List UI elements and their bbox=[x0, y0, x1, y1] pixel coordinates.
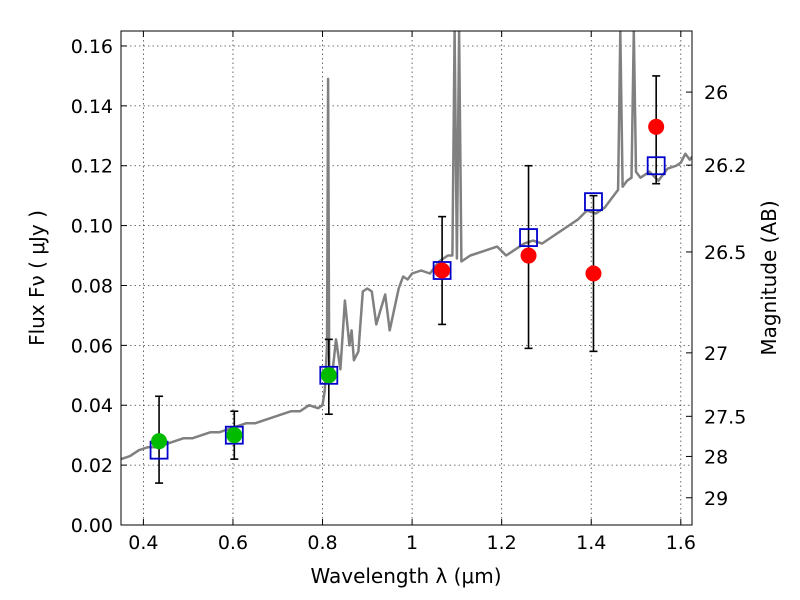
x-tick-label: 0.6 bbox=[218, 532, 248, 554]
y-tick-label: 0.02 bbox=[71, 455, 113, 477]
model-point bbox=[319, 365, 339, 385]
magnitude-tick-label: 26 bbox=[704, 82, 728, 104]
y-tick-label: 0.04 bbox=[71, 395, 113, 417]
x-tick-label: 0.8 bbox=[307, 532, 337, 554]
y-tick-label: 0.00 bbox=[71, 515, 113, 537]
magnitude-tick-label: 26.5 bbox=[704, 242, 746, 264]
magnitude-tick-label: 26.2 bbox=[704, 155, 746, 177]
x-tick-label: 1.4 bbox=[576, 532, 606, 554]
model-point bbox=[224, 425, 244, 445]
magnitude-tick-label: 27 bbox=[704, 343, 728, 365]
model-point bbox=[432, 261, 452, 280]
y-tick-label: 0.10 bbox=[71, 216, 113, 238]
magnitude-axis-title: Magnitude (AB) bbox=[757, 200, 781, 355]
y-tick-label: 0.14 bbox=[71, 96, 113, 118]
model-points bbox=[149, 156, 666, 460]
spectrum-series bbox=[121, 31, 692, 461]
model-point bbox=[519, 228, 538, 247]
x-axis-ticks: 0.4 0.6 0.8 1 1.2 1.4 1.6 bbox=[128, 31, 696, 554]
y-tick-label: 0.08 bbox=[71, 275, 113, 297]
x-tick-label: 1.6 bbox=[666, 532, 696, 554]
y-axis-title: Flux Fν ( μJy ) bbox=[25, 210, 49, 346]
model-point bbox=[584, 192, 603, 212]
observed-points bbox=[151, 118, 665, 450]
y-axis-ticks: 0.00 0.02 0.04 0.06 0.08 0.10 0.12 0.14 0.16 bbox=[71, 36, 127, 537]
optical-data-point bbox=[151, 433, 168, 450]
optical-data-point bbox=[320, 367, 337, 384]
nir-data-point bbox=[585, 265, 602, 282]
magnitude-tick-label: 28 bbox=[704, 446, 728, 468]
x-tick-label: 0.4 bbox=[128, 532, 158, 554]
optical-data-point bbox=[226, 427, 243, 444]
magnitude-tick-label: 29 bbox=[704, 488, 728, 510]
magnitude-axis-ticks: 26 26.2 26.5 27 27.5 28 29 bbox=[686, 82, 746, 510]
y-tick-label: 0.12 bbox=[71, 156, 113, 178]
y-tick-label: 0.06 bbox=[71, 335, 113, 357]
y-tick-label: 0.16 bbox=[71, 36, 113, 58]
spectrum-line bbox=[121, 31, 692, 461]
model-point bbox=[646, 156, 666, 176]
x-axis-title: Wavelength λ (μm) bbox=[310, 564, 501, 588]
magnitude-tick-label: 27.5 bbox=[704, 406, 746, 428]
nir-data-point bbox=[434, 262, 451, 279]
nir-data-point bbox=[520, 247, 537, 264]
x-tick-label: 1 bbox=[406, 532, 418, 554]
nir-data-point bbox=[648, 118, 665, 135]
x-tick-label: 1.2 bbox=[487, 532, 517, 554]
plot-frame bbox=[120, 30, 693, 526]
